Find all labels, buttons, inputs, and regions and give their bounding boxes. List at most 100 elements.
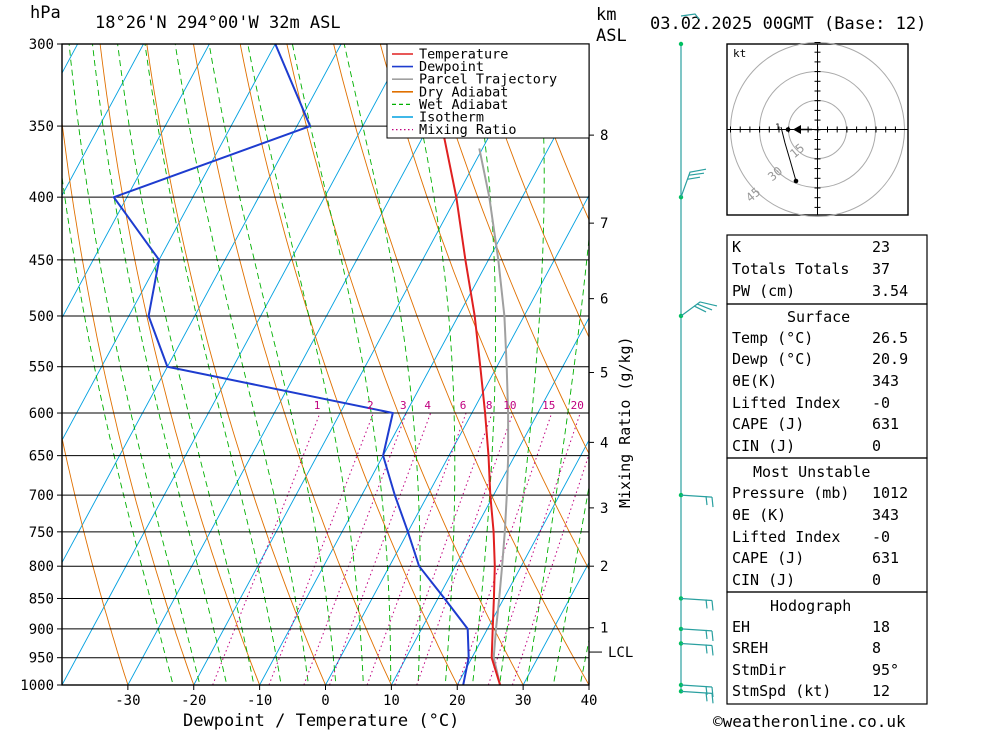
mixing-ratio-label: 8: [486, 399, 493, 412]
mixing-ratio-line: [303, 412, 407, 685]
mixing-ratio-label: 10: [503, 399, 516, 412]
dry-adiabat-line: [379, 44, 589, 571]
mixing-ratio-labels: 1 2 3 4 6 8 10 15 20 25: [314, 399, 584, 412]
dewpoint-line: [112, 44, 470, 685]
isotherm-line: [62, 44, 342, 564]
temperature-tick-label: 40: [581, 693, 598, 709]
mixing-ratio-line: [394, 412, 493, 685]
dry-adiabat-line: [193, 44, 392, 685]
most-unstable-table: Most Unstable Pressure (mb) 1012 θE (K) …: [726, 457, 928, 593]
mixing-ratio-label: 1: [314, 399, 321, 412]
pressure-tick-label: 950: [29, 651, 54, 667]
surface-temp-value: 26.5: [872, 329, 908, 347]
skewt-plot: 1 2 3 4 6 8 10 15 20 25: [62, 7, 1000, 711]
pressure-tick-label: 850: [29, 591, 54, 607]
wet-adiabat-line: [117, 44, 255, 685]
surface-theta-value: 343: [872, 372, 899, 390]
dry-adiabat-line: [62, 435, 129, 685]
wet-adiabat-line: [499, 44, 545, 685]
pressure-tick-label: 700: [29, 488, 54, 504]
km-tick-label: 1: [600, 621, 608, 637]
mu-cin-value: 0: [872, 571, 881, 589]
profile-lines: [112, 44, 510, 685]
dry-adiabat-line: [62, 118, 195, 685]
eh-value: 18: [872, 618, 890, 636]
dry-adiabat-line: [519, 44, 589, 222]
mixing-ratio-line: [366, 412, 467, 685]
hpa-unit-label: hPa: [30, 3, 61, 23]
mu-cape-label: CAPE (J): [732, 549, 804, 567]
plot-frame: [61, 43, 590, 686]
pressure-tick-label: 1000: [20, 678, 54, 694]
mixing-ratio-label: 15: [542, 399, 555, 412]
mu-theta-label: θE (K): [732, 506, 786, 524]
hodograph-table: Hodograph EH 18 SREH 8 StmDir 95° StmSpd…: [726, 591, 928, 705]
km-tick-label: 6: [600, 292, 608, 308]
wet-adiabat-line: [208, 44, 337, 685]
copyright-link[interactable]: ©weatheronline.co.uk: [713, 712, 906, 731]
legend-label: Isotherm: [419, 110, 484, 126]
hodograph-table-title: Hodograph: [770, 597, 851, 615]
pressure-tick-label: 900: [29, 622, 54, 638]
isotherm-lines: [62, 44, 589, 685]
svg-text:1: 1: [775, 123, 780, 133]
surface-theta-label: θE(K): [732, 372, 777, 390]
temperature-tick-label: 20: [449, 693, 466, 709]
dry-adiabat-line: [966, 7, 1000, 711]
isotherm-line: [62, 44, 145, 197]
stmspd-label: StmSpd (kt): [732, 682, 831, 700]
surface-dewp-value: 20.9: [872, 350, 908, 368]
stmdir-label: StmDir: [732, 661, 786, 679]
pressure-tick-label: 600: [29, 406, 54, 422]
isotherm-line: [62, 44, 408, 685]
wet-adiabat-line: [552, 484, 589, 685]
temperature-tick-label: 10: [383, 693, 400, 709]
pressure-tick-label: 800: [29, 559, 54, 575]
mu-li-value: -0: [872, 528, 890, 546]
mixing-ratio-line: [212, 412, 321, 685]
wet-adiabat-line: [144, 44, 282, 685]
pw-value: 3.54: [872, 282, 908, 300]
asl-unit-label: ASL: [596, 26, 627, 46]
wet-adiabat-line: [174, 44, 309, 685]
mu-pressure-value: 1012: [872, 484, 908, 502]
surface-li-label: Lifted Index: [732, 394, 840, 412]
wind-profile: [678, 13, 718, 704]
mixing-ratio-label: 2: [367, 399, 374, 412]
mixing-ratio-line: [329, 412, 432, 685]
temperature-line: [415, 44, 502, 685]
surface-temp-label: Temp (°C): [732, 329, 813, 347]
dry-adiabat-line: [99, 44, 261, 685]
surface-cin-value: 0: [872, 437, 881, 455]
stmdir-value: 95°: [872, 661, 899, 679]
dry-adiabat-line: [286, 44, 524, 685]
wet-adiabat-line: [62, 173, 174, 685]
km-unit-label: km: [596, 5, 616, 25]
wind-level-dot: [678, 41, 684, 47]
mu-theta-value: 343: [872, 506, 899, 524]
mixing-ratio-label: 3: [400, 399, 407, 412]
pressure-tick-label: 750: [29, 525, 54, 541]
isotherm-line: [324, 194, 589, 685]
wet-adiabat-line: [579, 637, 589, 685]
mu-pressure-label: Pressure (mb): [732, 484, 849, 502]
wet-adiabat-line: [343, 44, 421, 685]
pressure-tick-label: 500: [29, 309, 54, 325]
parcel-trajectory-line: [478, 148, 510, 685]
km-tick-label: 7: [600, 216, 608, 232]
most-unstable-title: Most Unstable: [753, 463, 870, 481]
km-tick-label: 3: [600, 501, 608, 517]
temperature-tick-label: -30: [115, 693, 140, 709]
surface-title: Surface: [787, 308, 850, 326]
wet-adiabat-lines: [62, 44, 589, 685]
isotherm-line: [62, 44, 276, 442]
km-tick-label: 8: [600, 128, 608, 144]
surface-table: Surface Temp (°C) 26.5 Dewp (°C) 20.9 θE…: [726, 303, 928, 459]
wet-adiabat-line: [403, 44, 456, 685]
temperature-tick-label: 0: [321, 693, 329, 709]
isotherm-line: [62, 44, 210, 319]
pressure-tick-label: 300: [29, 37, 54, 53]
